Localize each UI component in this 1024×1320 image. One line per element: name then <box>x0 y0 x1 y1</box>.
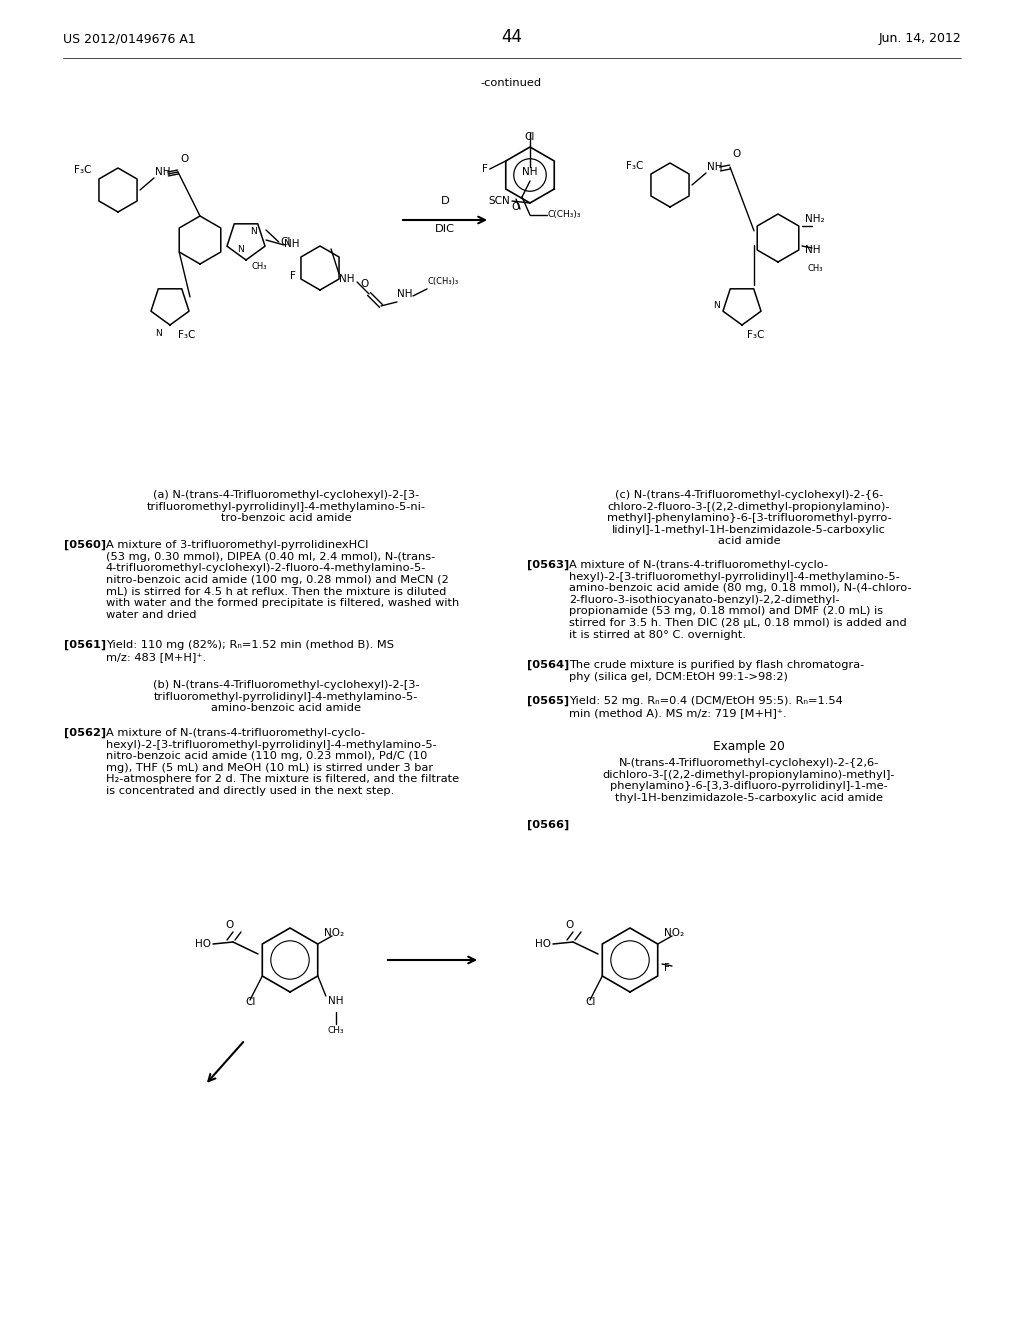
Text: N: N <box>156 329 162 338</box>
Text: D: D <box>440 195 450 206</box>
Text: O: O <box>225 920 233 931</box>
Text: [0563]: [0563] <box>527 560 569 570</box>
Text: NH: NH <box>339 275 354 284</box>
Text: NO₂: NO₂ <box>324 928 344 939</box>
Text: [0560]: [0560] <box>63 540 106 550</box>
Text: US 2012/0149676 A1: US 2012/0149676 A1 <box>63 32 196 45</box>
Text: [0564]: [0564] <box>527 660 569 671</box>
Text: HO: HO <box>195 939 211 949</box>
Text: O: O <box>732 149 740 158</box>
Text: HO: HO <box>535 939 551 949</box>
Text: Cl: Cl <box>281 238 291 247</box>
Text: N: N <box>250 227 257 236</box>
Text: NH: NH <box>522 168 538 177</box>
Text: A mixture of N-(trans-4-trifluoromethyl-cyclo-
hexyl)-2-[3-trifluoromethyl-pyrro: A mixture of N-(trans-4-trifluoromethyl-… <box>569 560 911 640</box>
Text: Cl: Cl <box>246 997 256 1007</box>
Text: F₃C: F₃C <box>178 330 196 341</box>
Text: NH: NH <box>328 997 343 1006</box>
Text: (a) N-(trans-4-Trifluoromethyl-cyclohexyl)-2-[3-
trifluoromethyl-pyrrolidinyl]-4: (a) N-(trans-4-Trifluoromethyl-cyclohexy… <box>146 490 426 523</box>
Text: (b) N-(trans-4-Trifluoromethyl-cyclohexyl)-2-[3-
trifluoromethyl-pyrrolidinyl]-4: (b) N-(trans-4-Trifluoromethyl-cyclohexy… <box>153 680 419 713</box>
Text: 44: 44 <box>502 28 522 46</box>
Text: C(CH₃)₃: C(CH₃)₃ <box>548 210 582 219</box>
Text: O: O <box>360 279 369 289</box>
Text: NH: NH <box>805 246 820 255</box>
Text: Yield: 110 mg (82%); Rₙ=1.52 min (method B). MS
m/z: 483 [M+H]⁺.: Yield: 110 mg (82%); Rₙ=1.52 min (method… <box>106 640 394 661</box>
Text: [0562]: [0562] <box>63 729 106 738</box>
Text: [0565]: [0565] <box>527 696 569 706</box>
Text: NH: NH <box>707 162 723 172</box>
Text: -continued: -continued <box>480 78 541 88</box>
Text: F₃C: F₃C <box>74 165 91 176</box>
Text: Yield: 52 mg. Rₙ=0.4 (DCM/EtOH 95:5). Rₙ=1.54
min (method A). MS m/z: 719 [M+H]⁺: Yield: 52 mg. Rₙ=0.4 (DCM/EtOH 95:5). Rₙ… <box>569 696 843 718</box>
Text: F: F <box>290 271 296 281</box>
Text: [0566]: [0566] <box>527 820 569 830</box>
Text: A mixture of N-(trans-4-trifluoromethyl-cyclo-
hexyl)-2-[3-trifluoromethyl-pyrro: A mixture of N-(trans-4-trifluoromethyl-… <box>106 729 459 796</box>
Text: F₃C: F₃C <box>626 161 643 172</box>
Text: F: F <box>664 964 670 973</box>
Text: Jun. 14, 2012: Jun. 14, 2012 <box>879 32 961 45</box>
Text: F: F <box>482 164 487 174</box>
Text: N-(trans-4-Trifluoromethyl-cyclohexyl)-2-{2,6-
dichloro-3-[(2,2-dimethyl-propion: N-(trans-4-Trifluoromethyl-cyclohexyl)-2… <box>603 758 895 803</box>
Text: O: O <box>565 920 573 931</box>
Text: C(CH₃)₃: C(CH₃)₃ <box>428 277 459 286</box>
Text: NH: NH <box>397 289 413 298</box>
Text: DIC: DIC <box>435 224 455 234</box>
Text: NH₂: NH₂ <box>805 214 824 224</box>
Text: Cl: Cl <box>525 132 536 143</box>
Text: A mixture of 3-trifluoromethyl-pyrrolidinexHCl
(53 mg, 0.30 mmol), DIPEA (0.40 m: A mixture of 3-trifluoromethyl-pyrrolidi… <box>106 540 459 619</box>
Text: F₃C: F₃C <box>746 330 764 341</box>
Text: [0561]: [0561] <box>63 640 106 651</box>
Text: Example 20: Example 20 <box>713 741 784 752</box>
Text: CH₃: CH₃ <box>252 261 267 271</box>
Text: CH₃: CH₃ <box>807 264 822 273</box>
Text: NH: NH <box>284 239 299 249</box>
Text: O: O <box>512 202 520 213</box>
Text: (c) N-(trans-4-Trifluoromethyl-cyclohexyl)-2-{6-
chloro-2-fluoro-3-[(2,2-dimethy: (c) N-(trans-4-Trifluoromethyl-cyclohexy… <box>606 490 891 546</box>
Text: NO₂: NO₂ <box>664 928 684 939</box>
Text: The crude mixture is purified by flash chromatogra-
phy (silica gel, DCM:EtOH 99: The crude mixture is purified by flash c… <box>569 660 864 681</box>
Text: Cl: Cl <box>586 997 596 1007</box>
Text: N: N <box>714 301 720 309</box>
Text: NH: NH <box>155 168 171 177</box>
Text: O: O <box>180 154 188 164</box>
Text: SCN: SCN <box>488 195 510 206</box>
Text: N: N <box>238 246 244 255</box>
Text: CH₃: CH₃ <box>328 1026 344 1035</box>
